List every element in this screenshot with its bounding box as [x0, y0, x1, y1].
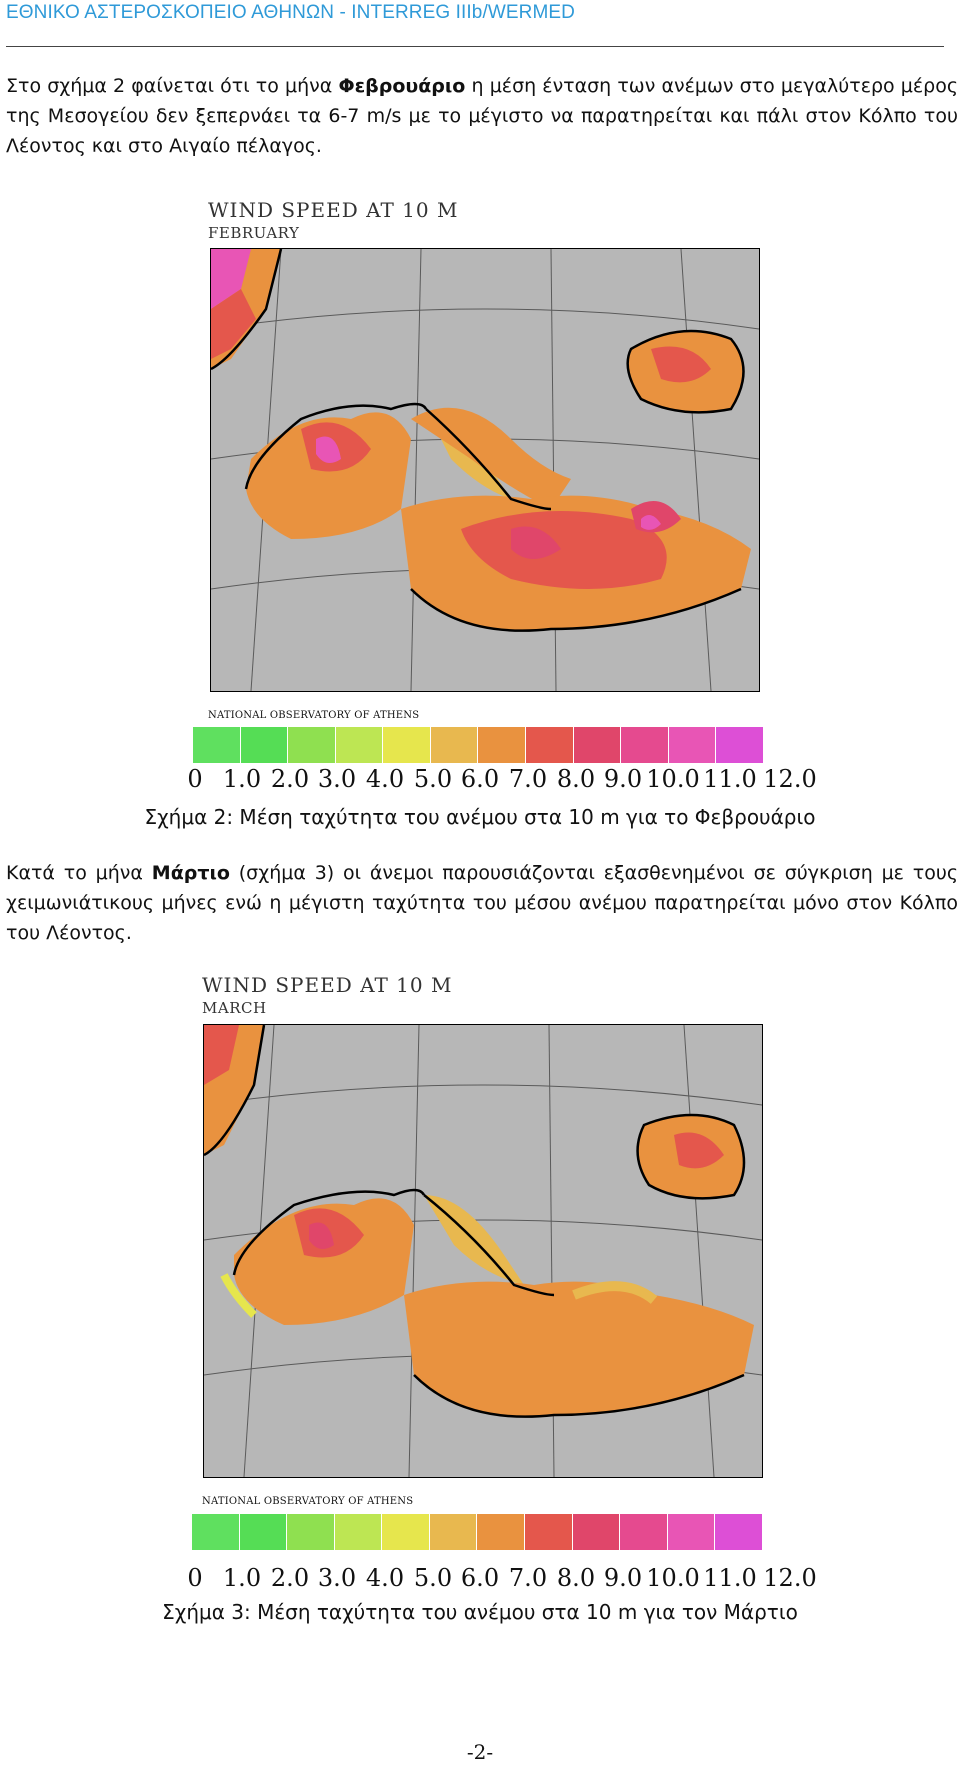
tick-label: 1.0: [222, 1564, 262, 1592]
colorbar-swatch: [573, 727, 622, 763]
colorbar-swatch: [192, 1514, 240, 1550]
tick-label: 12.0: [763, 1564, 817, 1592]
tick-label: 7.0: [508, 1564, 548, 1592]
map-title: WIND SPEED AT 10 M: [208, 198, 459, 222]
colorbar: [193, 727, 763, 763]
tick-label: 6.0: [460, 765, 500, 793]
colorbar-swatch: [715, 1514, 762, 1550]
paragraph-march: Κατά το μήνα Μάρτιο (σχήμα 3) οι άνεμοι …: [6, 858, 958, 948]
tick-label: 2.0: [270, 1564, 310, 1592]
figure-3: WIND SPEED AT 10 M MARCH: [0, 968, 960, 1628]
bold-month: Φεβρουάριο: [338, 75, 466, 97]
tick-label: 10.0: [646, 1564, 700, 1592]
tick-label: 12.0: [763, 765, 817, 793]
colorbar-swatch: [572, 1514, 621, 1550]
tick-label: 9.0: [603, 1564, 643, 1592]
tick-label: 5.0: [413, 1564, 453, 1592]
colorbar-swatch: [526, 727, 574, 763]
tick-label: 11.0: [703, 1564, 757, 1592]
map-graphic: [204, 1025, 762, 1477]
map-month: FEBRUARY: [208, 224, 300, 242]
tick-label: 6.0: [460, 1564, 500, 1592]
figure-caption: Σχήμα 2: Μέση ταχύτητα του ανέμου στα 10…: [144, 805, 816, 829]
colorbar-swatch: [383, 727, 431, 763]
tick-label: 11.0: [703, 765, 757, 793]
colorbar-swatch: [288, 727, 336, 763]
colorbar-swatch: [621, 727, 669, 763]
map-month: MARCH: [202, 999, 267, 1017]
figure-caption: Σχήμα 3: Μέση ταχύτητα του ανέμου στα 10…: [162, 1600, 798, 1624]
colorbar-swatch: [239, 1514, 288, 1550]
observatory-label: NATIONAL OBSERVATORY OF ATHENS: [208, 710, 420, 721]
tick-label: 4.0: [365, 1564, 405, 1592]
tick-label: 0: [187, 1564, 203, 1592]
tick-label: 8.0: [556, 1564, 596, 1592]
colorbar-swatch: [287, 1514, 335, 1550]
tick-label: 9.0: [603, 765, 643, 793]
tick-label: 10.0: [646, 765, 700, 793]
tick-label: 8.0: [556, 765, 596, 793]
document-header: ΕΘΝΙΚΟ ΑΣΤΕΡΟΣΚΟΠΕΙΟ ΑΘΗΝΩΝ - INTERREG I…: [6, 2, 575, 23]
tick-label: 5.0: [413, 765, 453, 793]
tick-label: 1.0: [222, 765, 262, 793]
colorbar-swatch: [667, 1514, 716, 1550]
figure-2: WIND SPEED AT 10 M FEBRUARY: [0, 192, 960, 832]
tick-label: 4.0: [365, 765, 405, 793]
colorbar-ticks: 0 1.0 2.0 3.0 4.0 5.0 6.0 7.0 8.0 9.0 10…: [0, 765, 960, 795]
colorbar-swatch: [620, 1514, 668, 1550]
colorbar-swatch: [429, 1514, 478, 1550]
paragraph-text: Στο σχήμα 2 φαίνεται ότι το μήνα: [6, 75, 339, 97]
wind-speed-map-march: [203, 1024, 763, 1478]
observatory-label: NATIONAL OBSERVATORY OF ATHENS: [202, 1496, 414, 1507]
tick-label: 3.0: [317, 765, 357, 793]
colorbar-swatch: [668, 727, 717, 763]
colorbar-swatch: [382, 1514, 430, 1550]
page-number: -2-: [466, 1740, 494, 1764]
colorbar-swatch: [430, 727, 479, 763]
colorbar-swatch: [716, 727, 763, 763]
bold-month: Μάρτιο: [151, 862, 230, 884]
tick-label: 0: [187, 765, 203, 793]
paragraph-text: (σχήμα 3) οι άνεμοι παρουσιάζονται εξασθ…: [6, 862, 958, 944]
tick-label: 7.0: [508, 765, 548, 793]
colorbar-swatch: [334, 1514, 383, 1550]
colorbar: [192, 1514, 762, 1550]
paragraph-february: Στο σχήμα 2 φαίνεται ότι το μήνα Φεβρουά…: [6, 71, 958, 161]
header-rule: [6, 46, 944, 47]
paragraph-text: Κατά το μήνα: [6, 862, 152, 884]
colorbar-swatch: [525, 1514, 573, 1550]
colorbar-swatch: [240, 727, 289, 763]
colorbar-swatch: [193, 727, 241, 763]
tick-label: 2.0: [270, 765, 310, 793]
map-title: WIND SPEED AT 10 M: [202, 973, 453, 997]
colorbar-swatch: [335, 727, 384, 763]
colorbar-swatch: [478, 727, 527, 763]
map-graphic: [211, 249, 759, 691]
wind-speed-map-february: [210, 248, 760, 692]
paragraph-text: η μέση ένταση των ανέμων στο μεγαλύτερο …: [6, 75, 958, 157]
colorbar-ticks: 0 1.0 2.0 3.0 4.0 5.0 6.0 7.0 8.0 9.0 10…: [0, 1564, 960, 1594]
tick-label: 3.0: [317, 1564, 357, 1592]
colorbar-swatch: [477, 1514, 526, 1550]
